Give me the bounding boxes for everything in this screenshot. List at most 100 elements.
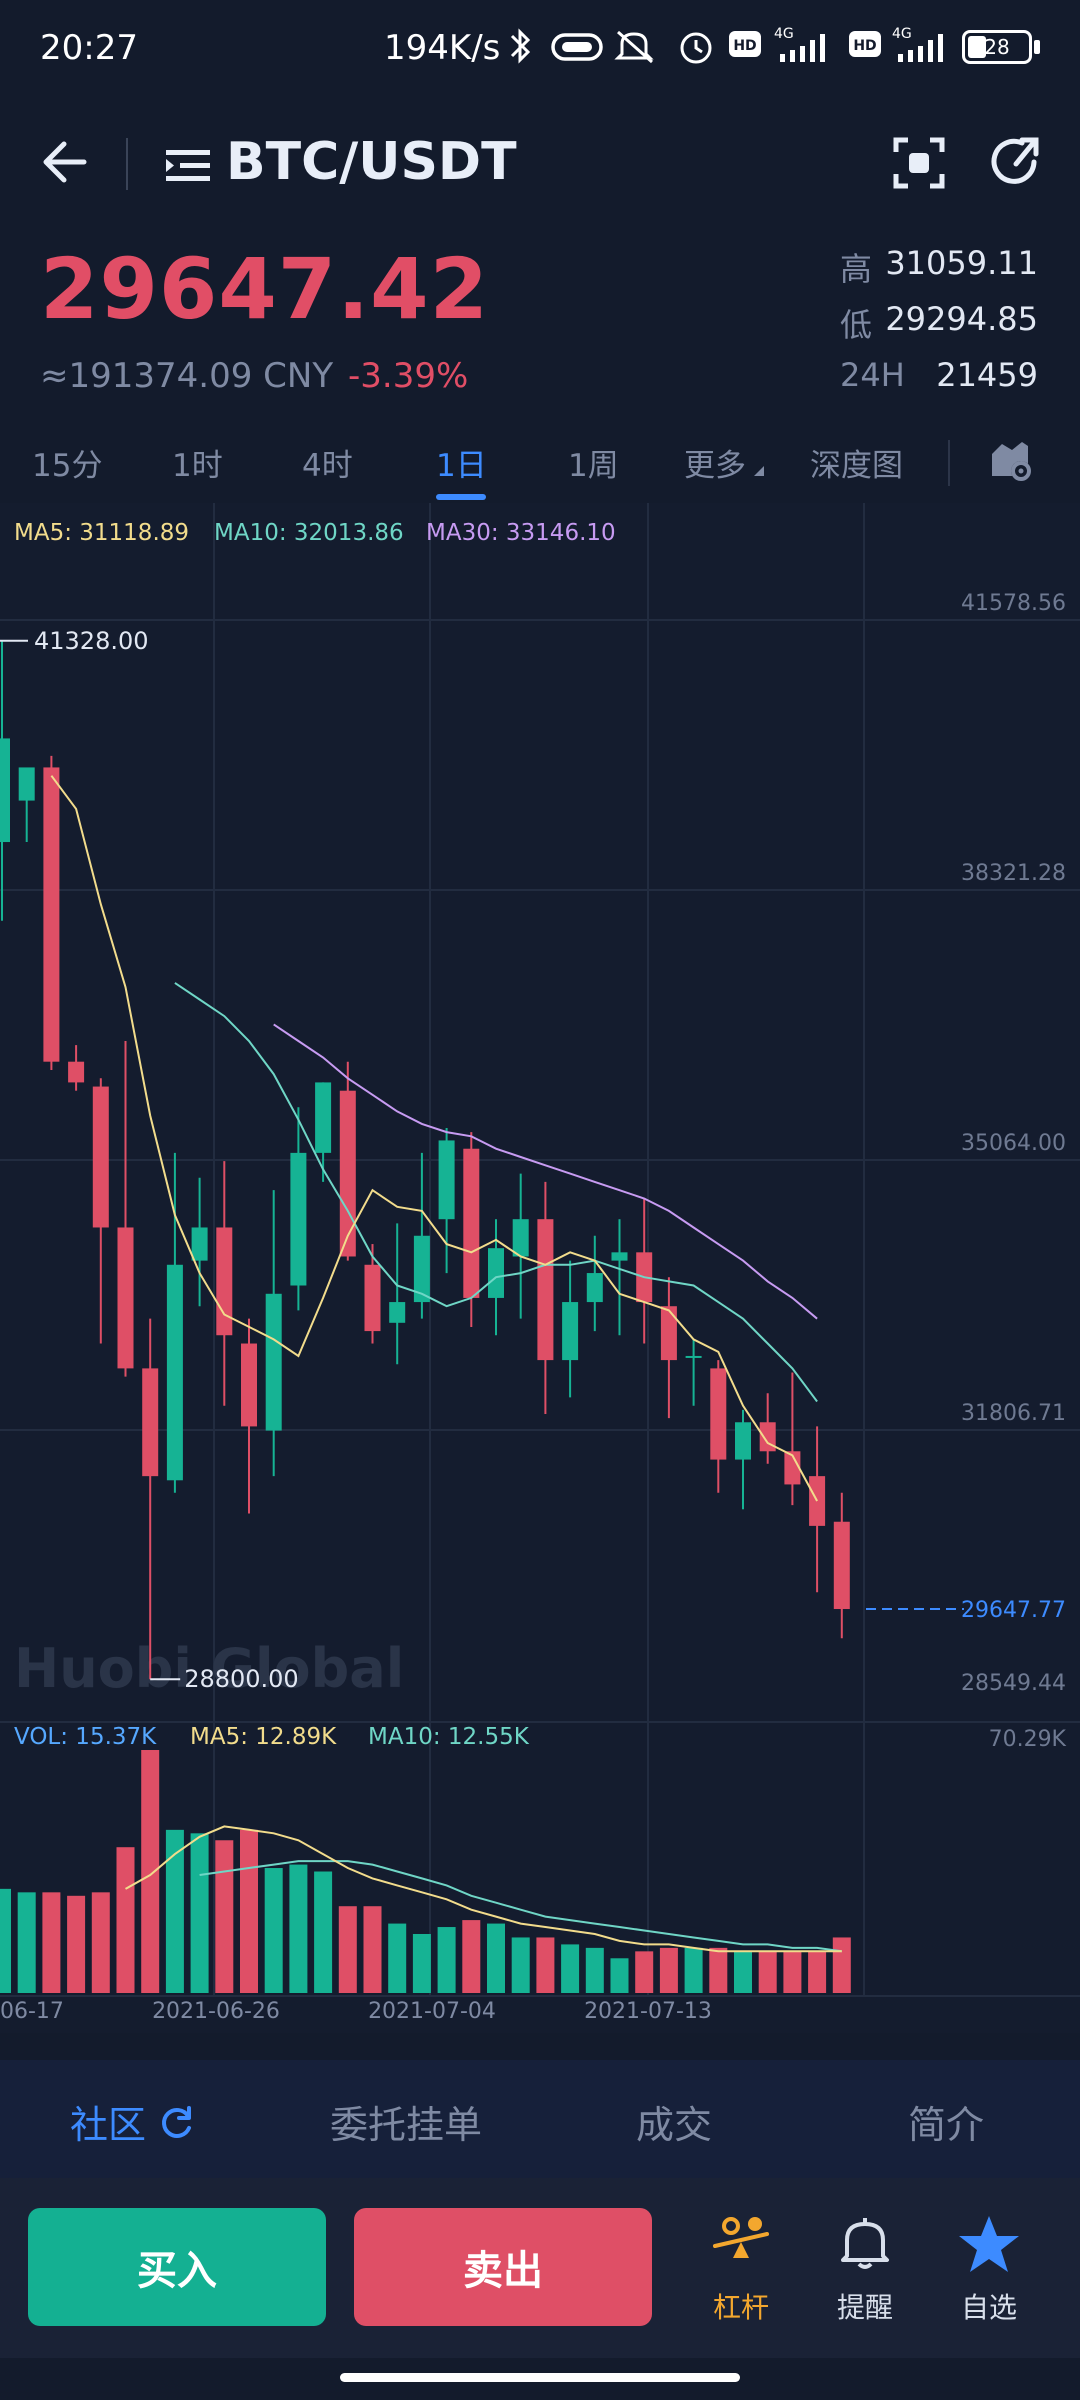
tab-depth[interactable]: 深度图 [810, 448, 903, 484]
candle-body [438, 1140, 455, 1220]
volume-bar [462, 1920, 481, 1993]
tab-1w[interactable]: 1周 [568, 448, 619, 484]
watchlist-button[interactable]: 自选 [934, 2208, 1044, 2332]
network-speed: 194K/s [384, 28, 501, 68]
volume-bar [684, 1947, 703, 1993]
tab-1d[interactable]: 1日 [436, 448, 487, 484]
candle-body [611, 1252, 628, 1261]
change-percent: -3.39% [348, 356, 469, 396]
tab-4h[interactable]: 4时 [302, 448, 353, 484]
tab-trades[interactable]: 成交 [636, 2103, 713, 2147]
candle-body [685, 1355, 702, 1358]
candle-body [68, 1061, 85, 1083]
status-bar [0, 0, 1080, 96]
alert-button[interactable]: 提醒 [810, 2208, 920, 2332]
min-price-label: 28800.00 [184, 1665, 299, 1693]
active-tab-indicator [436, 494, 486, 500]
alarm-icon [680, 32, 712, 64]
candle-body [18, 767, 35, 801]
candle-body [191, 1227, 208, 1261]
battery-tip [1034, 40, 1040, 54]
svg-text:4G: 4G [774, 26, 794, 42]
candle-body [241, 1343, 257, 1427]
signal-4g-icon-2: 4G [892, 26, 943, 62]
volume-bar [314, 1871, 333, 1993]
volume-value: 21459 [936, 356, 1038, 394]
ma30-legend: MA30: 33146.10 [426, 520, 616, 546]
header-divider [126, 138, 128, 190]
current-price-label: 29647.77 [961, 1598, 1066, 1623]
candle-body [389, 1302, 406, 1323]
tab-community[interactable]: 社区 [70, 2094, 194, 2149]
volume-bar [585, 1947, 604, 1993]
battery-level: 28 [984, 35, 1010, 59]
candle-body [809, 1476, 826, 1526]
scan-icon[interactable] [892, 136, 946, 190]
x-tick-label: 06-17 [0, 1999, 64, 2024]
volume-bar [289, 1864, 308, 1993]
candle-body [660, 1306, 677, 1361]
tab-separator [948, 440, 950, 486]
volume-bar [561, 1944, 580, 1993]
y-tick-label: 31806.71 [961, 1401, 1066, 1426]
vr-icon [551, 33, 603, 61]
candle-body [833, 1521, 850, 1610]
back-arrow-icon[interactable] [34, 134, 90, 190]
volume-bar [758, 1951, 777, 1993]
volume-label: 24H [840, 356, 905, 394]
x-tick-label: 2021-07-04 [368, 1999, 496, 2024]
y-tick-label: 28549.44 [961, 1671, 1066, 1696]
menu-lines-icon[interactable] [166, 148, 210, 184]
candle-body [586, 1273, 603, 1303]
status-time: 20:27 [40, 28, 138, 68]
tab-15min[interactable]: 15分 [32, 448, 103, 484]
ma5-line [50, 775, 818, 1502]
volume-bar [116, 1847, 135, 1993]
volume-bar [141, 1750, 160, 1993]
cny-price: ≈191374.09 CNY [40, 356, 334, 396]
tab-info[interactable]: 简介 [908, 2103, 985, 2147]
volume-bar [91, 1892, 110, 1993]
volume-bar [363, 1906, 382, 1993]
low-value: 29294.85 [885, 300, 1038, 338]
leverage-button[interactable]: 杠杆 [686, 2208, 796, 2332]
tab-more[interactable]: 更多 [684, 440, 764, 485]
candle-body [364, 1264, 381, 1332]
buy-button[interactable]: 买入 [28, 2208, 326, 2326]
pair-title[interactable]: BTC/USDT [226, 132, 517, 192]
share-icon[interactable] [988, 134, 1044, 190]
vol-ma10-legend: MA10: 12.55K [368, 1724, 529, 1750]
volume-bar [487, 1923, 505, 1993]
triangle-down-icon [754, 466, 764, 476]
tab-community-label: 社区 [70, 2103, 147, 2147]
volume-bar [264, 1868, 283, 1993]
candle-body [290, 1152, 307, 1286]
candle-body [117, 1227, 134, 1369]
candle-body [315, 1082, 332, 1153]
volume-bar [610, 1958, 629, 1993]
x-tick-label: 2021-06-26 [152, 1999, 280, 2024]
volume-bar [17, 1892, 36, 1993]
volume-bar [709, 1947, 728, 1993]
vol-ma5-line [125, 1825, 842, 1953]
y-tick-label: 38321.28 [961, 861, 1066, 886]
high-value: 31059.11 [885, 244, 1038, 282]
low-label: 低 [840, 306, 873, 344]
ma10-line [174, 982, 818, 1403]
volume-bar [635, 1951, 654, 1993]
battery-icon: 28 [962, 30, 1032, 64]
volume-bar [536, 1937, 555, 1993]
tab-open-orders[interactable]: 委托挂单 [330, 2103, 483, 2147]
chart-settings-icon[interactable] [988, 438, 1034, 484]
volume-bar [215, 1840, 234, 1993]
tab-1h[interactable]: 1时 [172, 448, 223, 484]
max-price-label: 41328.00 [34, 627, 149, 655]
refresh-icon[interactable] [158, 2106, 194, 2142]
candle-body [512, 1219, 529, 1257]
volume-bar [240, 1829, 258, 1993]
y-tick-label: 35064.00 [961, 1131, 1066, 1156]
sell-button[interactable]: 卖出 [354, 2208, 652, 2326]
volume-bar [67, 1895, 86, 1993]
interval-tabs [0, 428, 1080, 498]
volume-bar [783, 1951, 802, 1993]
